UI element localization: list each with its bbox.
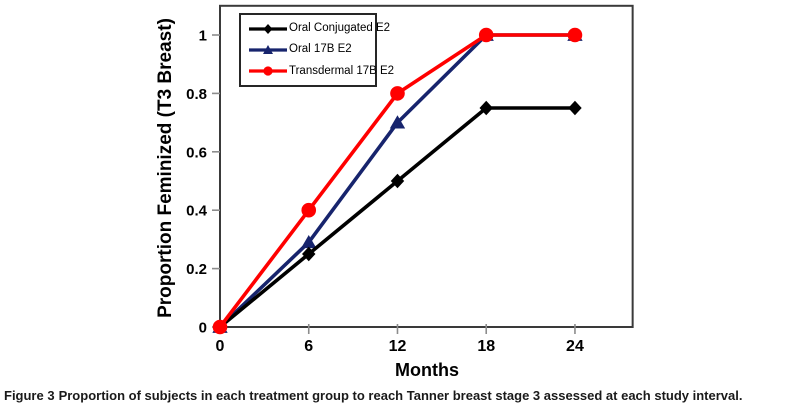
caption-text: Proportion of subjects in each treatment… <box>58 388 743 403</box>
figure-label: Figure 3 <box>4 388 55 403</box>
chart-canvas: 0 0.2 0.4 0.6 0.8 1 0 6 12 18 24 <box>186 4 634 355</box>
x-tick-label: 0 <box>216 338 225 355</box>
legend-label: Transdermal 17B E2 <box>289 64 395 77</box>
plot-frame <box>219 4 634 329</box>
y-tick-label: 0.4 <box>186 203 208 220</box>
triangle-marker-icon <box>249 44 287 54</box>
data-point <box>301 235 317 249</box>
data-point <box>212 319 228 335</box>
legend-item: Oral 17B E2 <box>248 43 371 57</box>
y-tick-label: 1 <box>199 28 207 45</box>
data-point <box>390 173 405 189</box>
legend: Oral Conjugated E2 Oral 17B E2 Transdermal… <box>239 13 394 87</box>
y-tick-label: 0.2 <box>186 261 207 278</box>
x-axis-title: Months <box>395 360 459 380</box>
data-point <box>390 86 405 101</box>
data-point <box>302 246 316 262</box>
data-point <box>301 202 317 218</box>
data-point <box>567 27 583 43</box>
legend-item: Transdermal 17B E2 <box>248 64 394 78</box>
y-tick-label: 0.8 <box>186 86 207 103</box>
data-point <box>479 100 493 116</box>
x-tick-label: 12 <box>389 338 407 355</box>
legend-label: Oral 17B E2 <box>289 43 352 56</box>
x-tick-label: 6 <box>304 338 313 355</box>
y-axis-title: Proportion Feminized (T3 Breast) <box>155 18 176 318</box>
data-point <box>478 27 494 43</box>
data-point <box>568 100 582 116</box>
series-line <box>218 106 575 329</box>
data-point <box>389 115 406 129</box>
figure-caption: Figure 3 Proportion of subjects in each t… <box>4 388 792 404</box>
y-tick-label: 0.6 <box>186 144 207 161</box>
x-tick-label: 24 <box>566 338 584 355</box>
diamond-marker-icon <box>249 23 287 34</box>
x-tick-label: 18 <box>477 338 495 355</box>
legend-label: Oral Conjugated E2 <box>289 21 391 34</box>
circle-marker-icon <box>249 66 287 76</box>
legend-item: Oral Conjugated E2 <box>248 22 390 36</box>
line-chart: 0 0.2 0.4 0.6 0.8 1 0 6 12 18 24 Proportion Femini… <box>155 4 634 380</box>
y-tick-label: 0 <box>199 320 207 337</box>
